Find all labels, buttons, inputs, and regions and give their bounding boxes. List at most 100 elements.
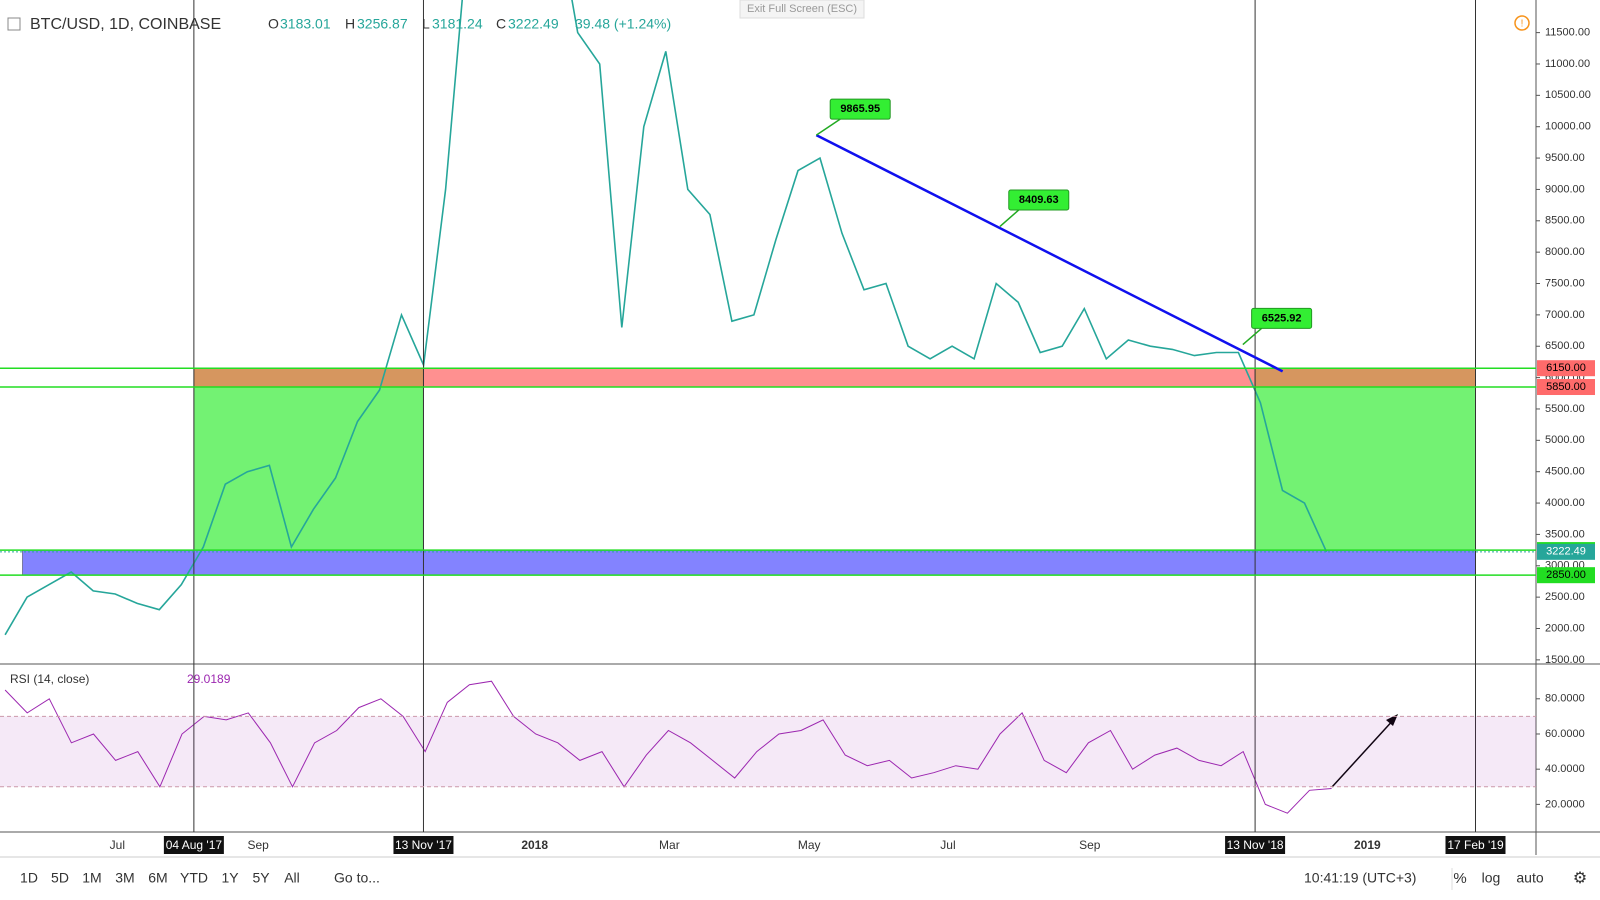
x-tick-label: Mar	[659, 838, 680, 852]
high-label: H	[345, 16, 355, 32]
price-line	[4, 0, 1328, 636]
x-tick-label: Sep	[247, 838, 269, 852]
callout-pointer	[1242, 327, 1263, 346]
level-tag	[1537, 379, 1595, 396]
y-tick-label: 80.0000	[1545, 693, 1585, 705]
y-tick-label: 11000.00	[1545, 58, 1590, 70]
log-button[interactable]: log	[1482, 870, 1501, 886]
x-tick-label: 2019	[1354, 838, 1381, 852]
callout-label: 9865.95	[840, 103, 880, 115]
callout	[1008, 189, 1070, 211]
percent-button[interactable]: %	[1453, 870, 1466, 887]
rsi-pane	[4, 680, 1332, 814]
open-label: O	[268, 16, 279, 32]
level-tag-label: 5850.00	[1546, 381, 1586, 393]
x-tick-label: 2018	[521, 838, 548, 852]
arrow-head	[1386, 714, 1398, 726]
y-tick-label: 11500.00	[1545, 27, 1590, 39]
rsi-title: RSI (14, close)	[10, 672, 89, 686]
range-button[interactable]: 1Y	[221, 870, 239, 886]
x-tick-label: May	[798, 838, 821, 852]
collapse-icon[interactable]	[7, 17, 21, 31]
arrow	[1331, 716, 1397, 788]
range-button[interactable]: 6M	[148, 870, 167, 886]
y-tick-label: 9000.00	[1545, 183, 1585, 195]
green-zone	[193, 386, 424, 551]
y-tick-label: 7000.00	[1545, 309, 1585, 321]
y-tick-label: 1500.00	[1545, 654, 1585, 666]
date-tag	[1445, 836, 1506, 854]
last-price-tag	[1537, 543, 1595, 560]
alert-icon[interactable]	[1514, 15, 1530, 31]
exit-button[interactable]	[739, 0, 865, 19]
y-tick-label: 8500.00	[1545, 215, 1585, 227]
resistance-zone	[1254, 367, 1476, 388]
y-tick-label: 7500.00	[1545, 277, 1585, 289]
support-zone	[22, 549, 1476, 576]
range-button[interactable]: 1D	[20, 870, 38, 886]
x-tick-label: Sep	[1079, 838, 1101, 852]
x-tick-label: Jul	[110, 838, 125, 852]
date-tag	[393, 836, 454, 854]
callout-pointer	[999, 209, 1020, 228]
y-tick-label: 5000.00	[1545, 434, 1585, 446]
y-tick-label: 40.0000	[1545, 763, 1585, 775]
symbol: BTC/USD, 1D, COINBASE	[30, 16, 221, 33]
resistance-zone	[423, 367, 1256, 388]
range-button[interactable]: 5D	[51, 870, 69, 886]
close: 3222.49	[508, 16, 559, 32]
settings-icon[interactable]: ⚙	[1573, 870, 1587, 887]
resistance-zone	[193, 367, 424, 388]
range-button[interactable]: All	[284, 870, 300, 886]
range-button[interactable]: YTD	[180, 870, 208, 886]
callout-label: 6525.92	[1262, 312, 1302, 324]
y-tick-label: 60.0000	[1545, 728, 1585, 740]
last-price-label: 3222.49	[1546, 546, 1586, 558]
clock: 10:41:19 (UTC+3)	[1304, 870, 1416, 886]
callout-label: 8409.63	[1019, 194, 1059, 206]
low-label: L	[422, 16, 430, 32]
y-tick-label: 4500.00	[1545, 466, 1585, 478]
rsi-value: 29.0189	[187, 672, 231, 686]
x-tick-label: 17 Feb '19	[1447, 838, 1504, 852]
y-tick-label: 2500.00	[1545, 591, 1585, 603]
high: 3256.87	[357, 16, 408, 32]
exit-label: Exit Full Screen (ESC)	[747, 3, 857, 15]
y-tick-label: 4000.00	[1545, 497, 1585, 509]
x-tick-label: 04 Aug '17	[166, 838, 223, 852]
level-tag	[1537, 360, 1595, 377]
change: 39.48 (+1.24%)	[575, 16, 671, 32]
y-tick-label: 10500.00	[1545, 89, 1591, 101]
x-tick-label: Jul	[940, 838, 955, 852]
goto-button[interactable]: Go to...	[334, 870, 380, 886]
green-zone	[1254, 386, 1476, 551]
rsi-band	[0, 716, 1536, 787]
alert-icon-mark: !	[1521, 19, 1524, 30]
close-label: C	[496, 16, 506, 32]
callout	[1251, 307, 1313, 329]
y-tick-label: 10000.00	[1545, 121, 1591, 133]
callout-pointer	[815, 118, 841, 136]
range-button[interactable]: 5Y	[252, 870, 270, 886]
y-tick-label: 2000.00	[1545, 622, 1585, 634]
date-tag	[163, 836, 224, 854]
callout	[829, 98, 891, 120]
rsi-line	[4, 680, 1332, 814]
range-button[interactable]: 1M	[82, 870, 101, 886]
y-tick-label: 8000.00	[1545, 246, 1585, 258]
x-tick-label: 13 Nov '17	[395, 838, 452, 852]
level-tag	[1537, 567, 1595, 584]
trendline	[815, 133, 1284, 373]
auto-button[interactable]: auto	[1516, 870, 1543, 886]
ohlc: O 3183.01 H 3256.87 L 3181.24 C 3222.49 …	[268, 16, 671, 32]
level-tag-label: 6150.00	[1546, 362, 1586, 374]
date-tag	[1225, 836, 1286, 854]
y-tick-label: 3500.00	[1545, 528, 1585, 540]
y-tick-label: 9500.00	[1545, 152, 1585, 164]
x-tick-label: 13 Nov '18	[1227, 838, 1284, 852]
range-button[interactable]: 3M	[115, 870, 134, 886]
low: 3181.24	[432, 16, 483, 32]
price-pane	[4, 0, 1476, 636]
